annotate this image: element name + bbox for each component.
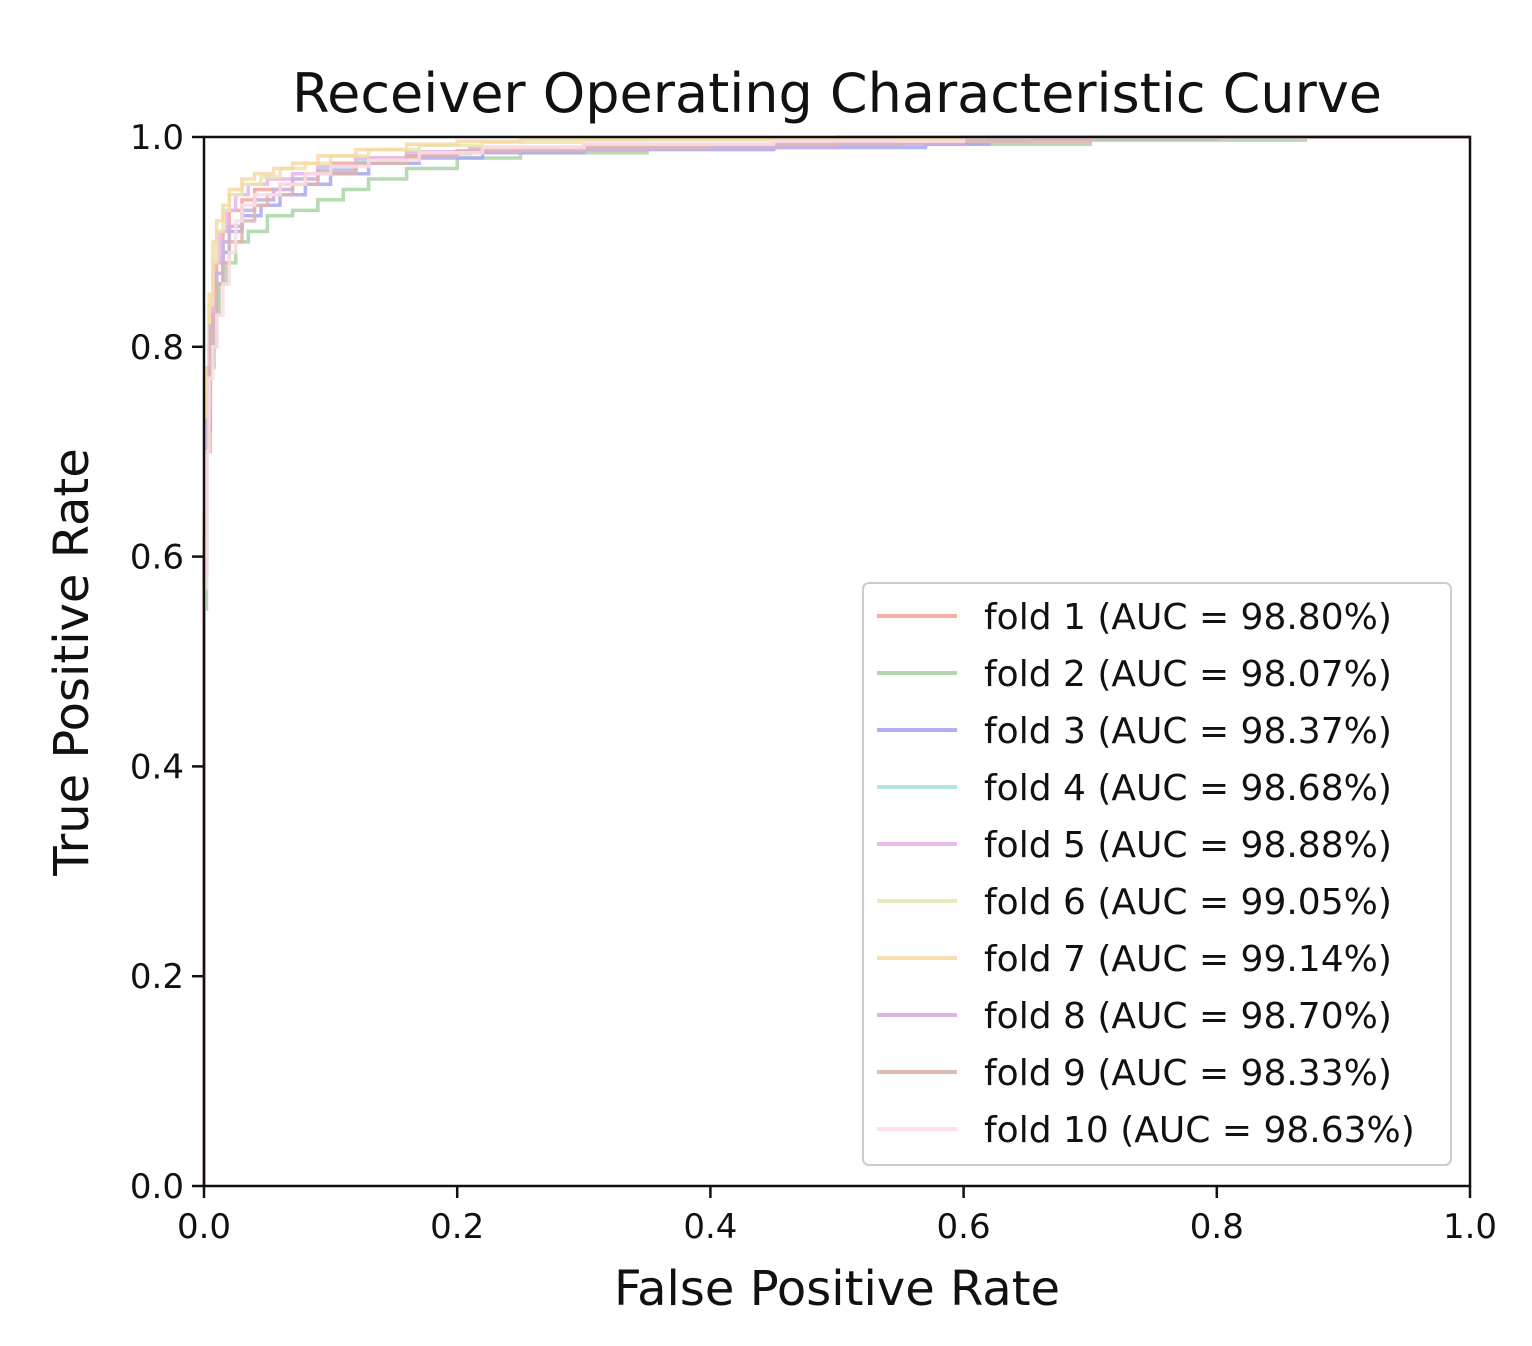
x-axis: 0.0 0.2 0.4 0.6 0.8 1.0 [177,1186,1497,1247]
series-line-fold-7 [202,135,1470,1186]
x-tick-label: 0.6 [937,1207,991,1247]
y-tick-label: 0.0 [130,1167,184,1207]
legend-label-fold-4: fold 4 (AUC = 98.68%) [984,768,1392,809]
legend-box [862,582,1452,1166]
y-tick-label: 0.4 [130,747,184,787]
y-axis: 0.0 0.2 0.4 0.6 0.8 1.0 [130,118,204,1207]
legend-label-fold-9: fold 9 (AUC = 98.33%) [984,1053,1392,1094]
y-tick-label: 0.6 [130,538,184,578]
legend: fold 1 (AUC = 98.80%) fold 2 (AUC = 98.07… [862,582,1452,1166]
legend-label-fold-6: fold 6 (AUC = 99.05%) [984,882,1392,923]
y-tick-label: 0.8 [130,328,184,368]
chart-title: Receiver Operating Characteristic Curve [292,62,1382,125]
x-tick-label: 1.0 [1443,1207,1497,1247]
plot-area [202,135,1470,1186]
legend-label-fold-3: fold 3 (AUC = 98.37%) [984,711,1392,752]
x-tick-label: 0.8 [1190,1207,1244,1247]
legend-label-fold-1: fold 1 (AUC = 98.80%) [984,597,1392,638]
series-line-fold-10 [202,135,1470,1186]
y-axis-label: True Positive Rate [44,448,100,877]
y-tick-label: 0.2 [130,957,184,997]
series-line-fold-6 [202,135,1470,1186]
plot-frame [202,135,1472,1188]
legend-label-fold-10: fold 10 (AUC = 98.63%) [984,1110,1415,1151]
legend-label-fold-8: fold 8 (AUC = 98.70%) [984,996,1392,1037]
x-tick-label: 0.4 [683,1207,737,1247]
x-tick-label: 0.2 [430,1207,484,1247]
legend-label-fold-5: fold 5 (AUC = 98.88%) [984,825,1392,866]
legend-label-fold-7: fold 7 (AUC = 99.14%) [984,939,1392,980]
y-tick-label: 1.0 [130,118,184,158]
x-axis-label: False Positive Rate [614,1261,1060,1317]
x-tick-label: 0.0 [177,1207,231,1247]
legend-label-fold-2: fold 2 (AUC = 98.07%) [984,654,1392,695]
